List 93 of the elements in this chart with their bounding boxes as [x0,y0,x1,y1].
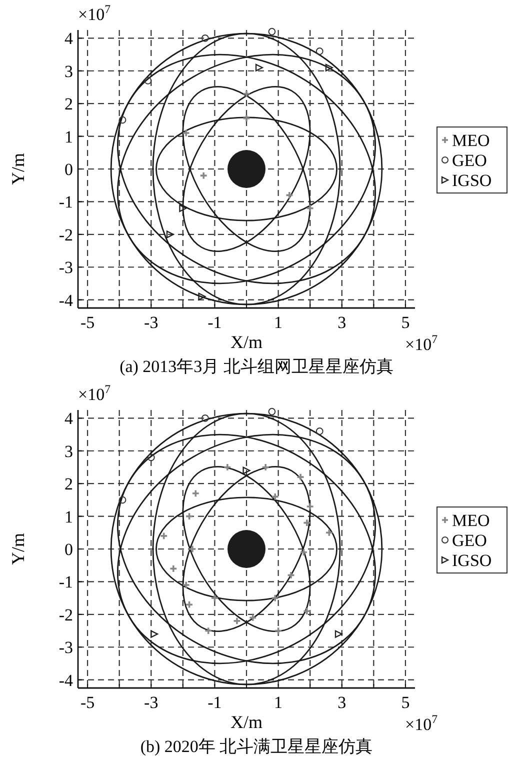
point [166,230,174,238]
point [268,28,276,36]
text: ×10$^{7}$ [78,2,111,24]
point [201,34,209,42]
point [242,114,251,122]
point [147,454,155,462]
y-tick-label: 0 [64,160,73,179]
y-tick-label: 3 [64,442,73,461]
y-axis-title: Y/m [8,532,28,566]
point [185,512,194,520]
y-axis-title: Y/m [8,152,28,186]
y-tick-label: 1 [64,507,73,526]
point [188,544,197,554]
point [223,463,232,472]
text: (a) 2013年3月 北斗组网卫星星座仿真 [120,357,394,376]
x-tick-label: -1 [208,313,222,332]
x-tick-label: -3 [144,693,158,712]
x-tick-label: 3 [338,313,346,332]
legend-label: GEO [452,151,487,170]
point [232,616,242,626]
point [296,472,305,482]
y-tick-label: -2 [58,605,73,624]
y-tick-label: 4 [64,29,74,48]
point [261,463,270,472]
text: ×10$^{7}$ [405,712,438,734]
point [242,466,250,474]
y-tick-label: 0 [64,540,73,559]
point [248,614,257,622]
point [185,600,194,609]
point [242,90,251,98]
y-tick-label: 1 [64,127,73,146]
point [179,204,187,212]
y-tick-label: -3 [58,258,73,278]
x-tick-label: -1 [208,693,222,712]
point [182,128,190,138]
x-tick-label: 3 [338,693,346,712]
point [334,630,342,638]
x-tick-label: -3 [144,313,158,332]
text: ×10$^{7}$ [405,332,438,354]
x-tick-label: -5 [80,693,95,712]
point [306,204,314,212]
y-tick-label: -1 [58,572,73,592]
point [144,76,152,84]
x-tick-label: 5 [401,693,410,712]
point [285,191,294,200]
x-tick-label: -5 [80,313,95,332]
point [271,492,280,501]
y-tick-label: -1 [58,192,73,212]
y-tick-label: 3 [64,62,73,81]
text: (b) 2020年 北斗满卫星星座仿真 [140,737,373,756]
point [118,496,126,504]
legend-label: MEO [452,511,490,530]
point [300,548,308,556]
point [182,580,190,590]
x-axis-title: X/m [230,332,263,352]
legend-label: IGSO [452,171,492,190]
y-tick-label: 2 [64,474,73,494]
point [325,528,334,537]
point [286,571,296,580]
point [150,630,158,638]
y-tick-label: 2 [64,94,73,114]
point [316,48,324,55]
x-axis-title: X/m [230,712,263,732]
text: ×10$^{7}$ [78,382,111,404]
y-tick-label: -4 [58,290,74,310]
point [306,502,314,511]
y-tick-label: -2 [58,225,73,244]
point [201,414,209,422]
x-tick-label: 1 [274,313,283,332]
point [316,428,324,435]
point [169,564,178,573]
y-tick-label: -4 [58,670,74,690]
point [325,64,333,72]
point [274,626,282,635]
legend-label: MEO [452,131,490,150]
point [192,489,200,498]
point [198,292,206,300]
y-tick-label: 4 [64,409,74,428]
point [268,408,276,416]
point [160,532,168,540]
point [199,171,208,180]
x-tick-label: 1 [274,693,283,712]
point [204,626,212,635]
point [210,594,219,602]
point [118,116,126,124]
x-tick-label: 5 [401,313,410,332]
point [302,518,312,527]
point [271,594,280,602]
y-tick-label: -3 [58,638,73,658]
point [302,607,312,616]
legend-label: IGSO [452,551,492,570]
legend-label: GEO [452,531,487,550]
point [255,64,264,72]
